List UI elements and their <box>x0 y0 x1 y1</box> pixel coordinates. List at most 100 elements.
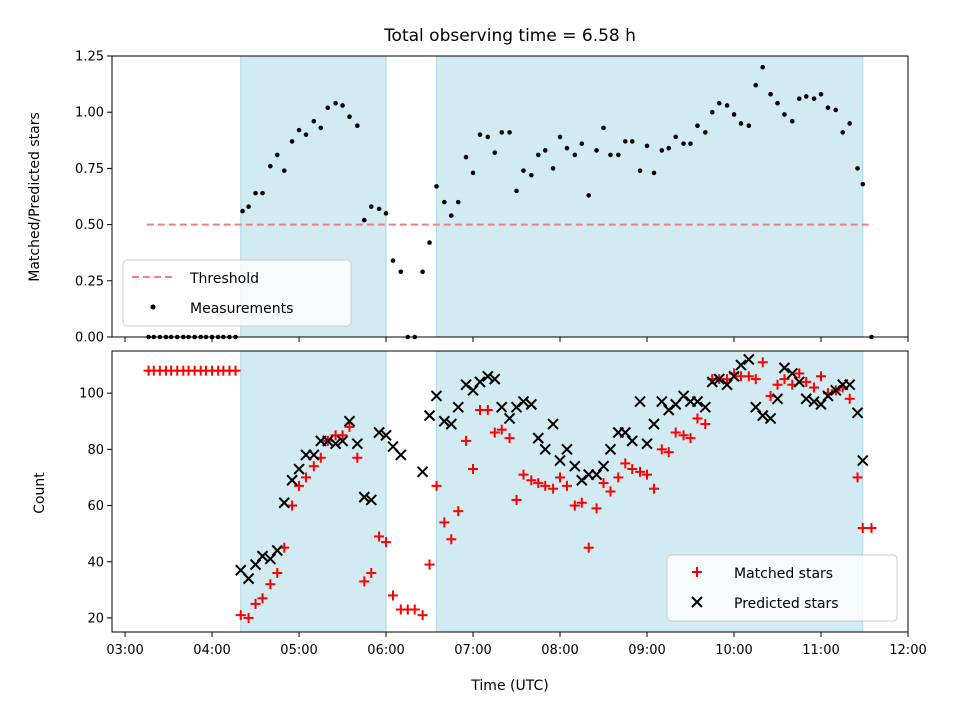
matched-star-point <box>359 576 370 587</box>
matched-star-point <box>287 500 298 511</box>
matched-star-point <box>678 430 689 441</box>
measurement-point <box>485 134 491 140</box>
measurement-point <box>579 141 585 146</box>
measurement-point <box>703 130 708 135</box>
matched-star-point <box>613 472 624 483</box>
predicted-star-point <box>786 367 799 380</box>
measurement-point <box>594 148 599 153</box>
predicted-star-point <box>395 449 407 461</box>
top-legend: Threshold Measurements <box>122 259 352 327</box>
predicted-star-point <box>365 494 377 506</box>
predicted-star-point <box>474 376 486 388</box>
predicted-star-point <box>293 463 305 475</box>
matched-star-point <box>576 497 587 508</box>
measurement-point <box>753 82 759 88</box>
bottom-y-axis-title: Count <box>32 472 48 514</box>
legend-threshold-label: Threshold <box>189 271 259 287</box>
matched-star-point <box>265 579 276 590</box>
matched-star-point <box>446 534 457 545</box>
measurement-point <box>709 109 715 115</box>
predicted-star-point <box>351 438 364 450</box>
measurement-point <box>303 132 309 137</box>
bottom-ytick-label: 80 <box>87 443 104 458</box>
bottom-ytick-label: 20 <box>87 611 104 626</box>
matched-star-point <box>496 424 507 435</box>
predicted-star-point <box>561 443 573 456</box>
predicted-star-point <box>532 432 544 444</box>
bottom-axes-frame <box>111 350 909 633</box>
measurement-point <box>296 127 302 133</box>
matched-star-point <box>642 469 653 480</box>
measurement-point <box>253 190 258 196</box>
matched-star-point <box>605 486 616 497</box>
matched-star-point <box>779 374 790 385</box>
predicted-star-point <box>604 443 617 456</box>
predicted-star-point <box>721 379 733 391</box>
matched-star-point <box>569 500 580 511</box>
matched-star-point <box>461 435 472 446</box>
bottom-x-ticks: 03:00 04:00 05:00 06:00 07:00 08:00 09:00 10:00… <box>106 632 927 658</box>
matched-star-point <box>308 461 319 472</box>
predicted-star-point <box>793 376 805 388</box>
matched-star-point <box>866 523 877 534</box>
predicted-star-point <box>735 359 747 371</box>
measurement-point <box>855 166 860 171</box>
top-ytick-label: 0.25 <box>75 274 104 289</box>
measurement-point <box>361 217 367 223</box>
measurement-point <box>695 123 700 128</box>
measurement-point <box>738 121 744 126</box>
measurement-point <box>514 188 519 194</box>
predicted-star-points <box>235 353 869 585</box>
measurement-point <box>492 150 498 155</box>
legend-predicted-label: Predicted stars <box>734 596 839 612</box>
bottom-panel: 20 40 60 80 100 03:00 04:00 05:00 06:00 07:00 08:… <box>32 350 927 694</box>
bottom-ytick-label: 40 <box>87 555 104 570</box>
bottom-ytick-label: 60 <box>87 499 104 514</box>
matched-star-point <box>294 480 305 491</box>
measurement-point <box>477 132 483 137</box>
top-ytick-label: 0.75 <box>75 162 104 177</box>
matched-star-point <box>533 478 544 489</box>
bottom-xtick-label: 11:00 <box>802 643 839 658</box>
predicted-star-point <box>808 395 820 408</box>
matched-star-point <box>555 472 566 483</box>
predicted-star-point <box>648 418 660 430</box>
matched-star-point <box>468 464 479 475</box>
predicted-star-point <box>430 390 443 402</box>
measurement-point <box>499 130 505 135</box>
top-shaded-intervals <box>240 55 864 338</box>
measurement-point <box>427 240 432 245</box>
measurement-point <box>448 213 454 218</box>
measurement-point <box>811 96 817 102</box>
matched-star-point <box>801 376 812 387</box>
predicted-star-point <box>329 438 342 450</box>
predicted-star-point <box>713 373 725 385</box>
predicted-star-point <box>815 398 827 411</box>
x-axis-title: Time (UTC) <box>470 678 548 694</box>
measurement-point <box>840 130 846 135</box>
matched-star-point <box>620 458 631 469</box>
measurement-point <box>716 100 722 106</box>
predicted-star-point <box>539 443 551 456</box>
matched-star-points <box>143 357 877 623</box>
predicted-star-point <box>619 426 631 439</box>
legend-matched-label: Matched stars <box>734 566 833 582</box>
measurement-point <box>333 100 338 106</box>
measurement-point <box>644 143 650 149</box>
predicted-star-point <box>496 401 508 413</box>
measurement-point <box>622 139 628 144</box>
matched-star-point <box>230 365 241 376</box>
bottom-y-ticks: 20 40 60 80 100 <box>79 387 112 626</box>
predicted-star-point <box>322 435 334 447</box>
matched-star-point <box>548 483 559 494</box>
matched-star-point <box>561 480 572 491</box>
matched-star-point <box>387 590 398 601</box>
measurement-point <box>681 141 686 146</box>
predicted-star-point <box>517 395 530 408</box>
predicted-star-point <box>771 393 784 405</box>
measurement-point <box>521 168 526 173</box>
measurement-point <box>455 199 461 205</box>
top-ytick-label: 0.50 <box>75 218 104 233</box>
top-ytick-label: 1.25 <box>75 50 104 65</box>
predicted-star-point <box>525 398 538 411</box>
